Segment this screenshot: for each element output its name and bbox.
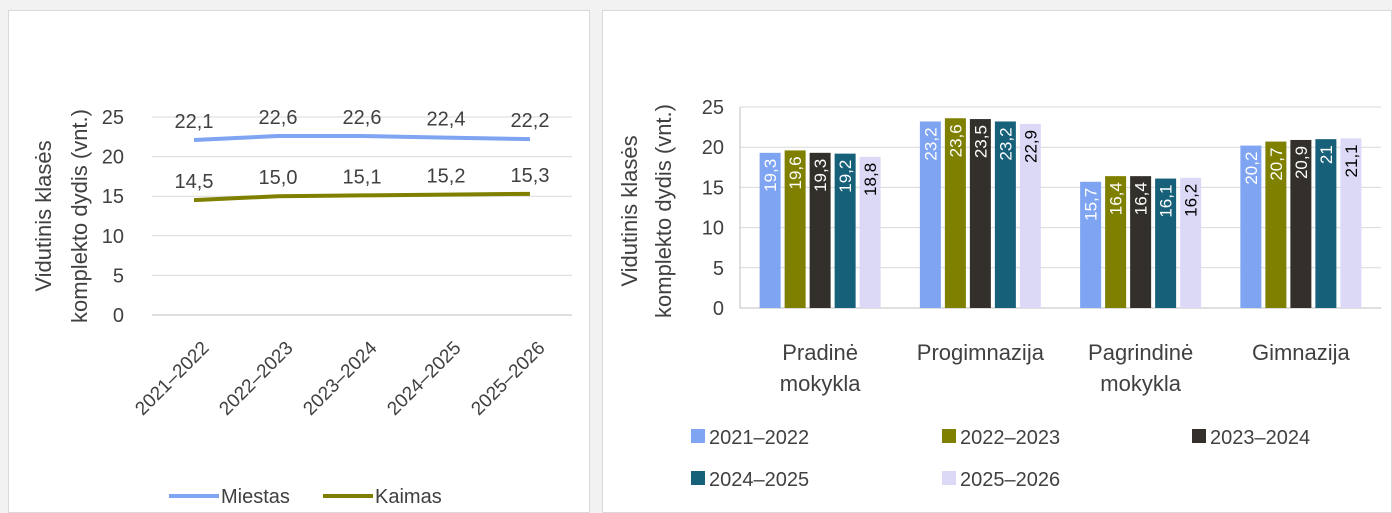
- legend-label: 2021–2022: [709, 427, 809, 449]
- bar: [1080, 181, 1102, 308]
- x-tick-label: 2023–2024: [299, 337, 381, 419]
- bar: [1265, 141, 1287, 308]
- bar-data-label: 18,8: [861, 163, 880, 196]
- x-tick-label: 2025–2026: [467, 338, 549, 420]
- data-label: 15,3: [511, 165, 550, 187]
- bar-data-label: 20,7: [1267, 148, 1286, 181]
- y-axis-label: Vidutinis klasės komplekto dydis (vnt.): [617, 104, 676, 318]
- series-line-kaimas: [193, 191, 531, 203]
- legend-label: 2024–2025: [709, 469, 809, 491]
- line-chart-panel: 0 5 10 15 20 25 2021–2022 2022–2023 2023–2024 202…: [8, 10, 590, 513]
- legend-label: 2025–2026: [960, 469, 1060, 491]
- x-tick-label: 2024–2025: [383, 338, 465, 420]
- y-tick-label: 10: [702, 218, 724, 240]
- bar-data-label: 19,6: [786, 156, 805, 189]
- legend-swatch: [942, 471, 956, 485]
- data-label: 14,5: [175, 171, 214, 193]
- bar: [919, 121, 941, 308]
- bar: [969, 119, 991, 308]
- bar-data-label: 16,4: [1132, 182, 1151, 215]
- bar-data-label: 21: [1317, 145, 1336, 164]
- bar-data-label: 19,3: [761, 159, 780, 192]
- bar: [759, 152, 781, 308]
- x-category-label: Gimnazija: [1252, 340, 1351, 365]
- bar-data-label: 23,5: [971, 125, 990, 158]
- y-tick-label: 5: [713, 258, 724, 280]
- data-label: 22,2: [511, 110, 550, 132]
- legend-swatch: [1192, 429, 1206, 443]
- legend-swatch: [691, 429, 705, 443]
- x-category-label: mokykla: [1100, 371, 1181, 396]
- legend-label: 2022–2023: [960, 427, 1060, 449]
- bar: [784, 150, 806, 308]
- bar-data-label: 21,1: [1342, 144, 1361, 177]
- bar: [1315, 139, 1337, 308]
- x-category-label: mokykla: [780, 371, 861, 396]
- legend-label: 2023–2024: [1210, 427, 1310, 449]
- bar-data-label: 20,9: [1292, 146, 1311, 179]
- x-category-label: Pradinė: [782, 340, 858, 365]
- bar: [834, 153, 856, 308]
- bar: [1290, 139, 1312, 308]
- bar: [809, 152, 831, 308]
- series-line-miestas: [193, 134, 531, 142]
- y-tick-label: 5: [113, 265, 124, 287]
- bar-data-label: 20,2: [1242, 152, 1261, 185]
- bar: [859, 156, 881, 308]
- bar-data-label: 19,3: [811, 159, 830, 192]
- y-tick-label: 20: [702, 137, 724, 159]
- x-tick-label: 2021–2022: [131, 338, 213, 420]
- y-axis-label-line2: komplekto dydis (vnt.): [651, 104, 676, 318]
- bar: [1155, 178, 1177, 308]
- bar-data-label: 16,1: [1157, 185, 1176, 218]
- bar: [1180, 177, 1202, 308]
- y-tick-label: 15: [102, 186, 124, 208]
- y-tick-label: 25: [102, 107, 124, 129]
- y-tick-label: 20: [102, 147, 124, 169]
- bar: [1019, 123, 1041, 308]
- legend-swatch: [691, 471, 705, 485]
- bar-data-label: 22,9: [1021, 130, 1040, 163]
- y-tick-label: 0: [713, 298, 724, 320]
- legend-label: Miestas: [221, 486, 290, 508]
- bar: [1340, 138, 1362, 308]
- bar-data-label: 23,6: [946, 124, 965, 157]
- bar-data-label: 23,2: [996, 127, 1015, 160]
- y-axis-label-line2: komplekto dydis (vnt.): [67, 109, 92, 323]
- y-tick-label: 0: [113, 305, 124, 327]
- bar: [1240, 145, 1262, 308]
- y-tick-label: 10: [102, 226, 124, 248]
- data-label: 15,0: [259, 167, 298, 189]
- legend-label: Kaimas: [375, 486, 442, 508]
- bar: [994, 121, 1016, 308]
- bar-data-label: 15,7: [1082, 188, 1101, 221]
- x-category-label: Pagrindinė: [1088, 340, 1193, 365]
- bar-chart: 0 5 10 15 20 25 Vidutinis klasės komplekto dydi…: [617, 97, 1381, 491]
- data-label: 22,4: [427, 109, 466, 131]
- bar-data-label: 23,2: [921, 127, 940, 160]
- bar: [1130, 176, 1152, 308]
- bar-chart-panel: 0 5 10 15 20 25 Vidutinis klasės komplekto dydi…: [602, 10, 1392, 513]
- x-tick-label: 2022–2023: [215, 338, 297, 420]
- bar-data-label: 16,2: [1182, 184, 1201, 217]
- data-label: 22,6: [259, 107, 298, 129]
- y-axis-label-line1: Vidutinis klasės: [31, 140, 56, 291]
- bar-data-label: 16,4: [1107, 182, 1126, 215]
- data-label: 15,2: [427, 166, 466, 188]
- y-axis-label-line1: Vidutinis klasės: [617, 135, 642, 286]
- y-axis-label: Vidutinis klasės komplekto dydis (vnt.): [31, 109, 92, 323]
- y-tick-label: 25: [702, 97, 724, 119]
- legend-swatch: [942, 429, 956, 443]
- bar: [944, 118, 966, 308]
- bar: [1105, 176, 1127, 308]
- y-tick-label: 15: [702, 177, 724, 199]
- x-category-label: Progimnazija: [917, 340, 1045, 365]
- data-label: 15,1: [343, 166, 382, 188]
- bar-data-label: 19,2: [836, 160, 855, 193]
- data-label: 22,6: [343, 107, 382, 129]
- data-label: 22,1: [175, 111, 214, 133]
